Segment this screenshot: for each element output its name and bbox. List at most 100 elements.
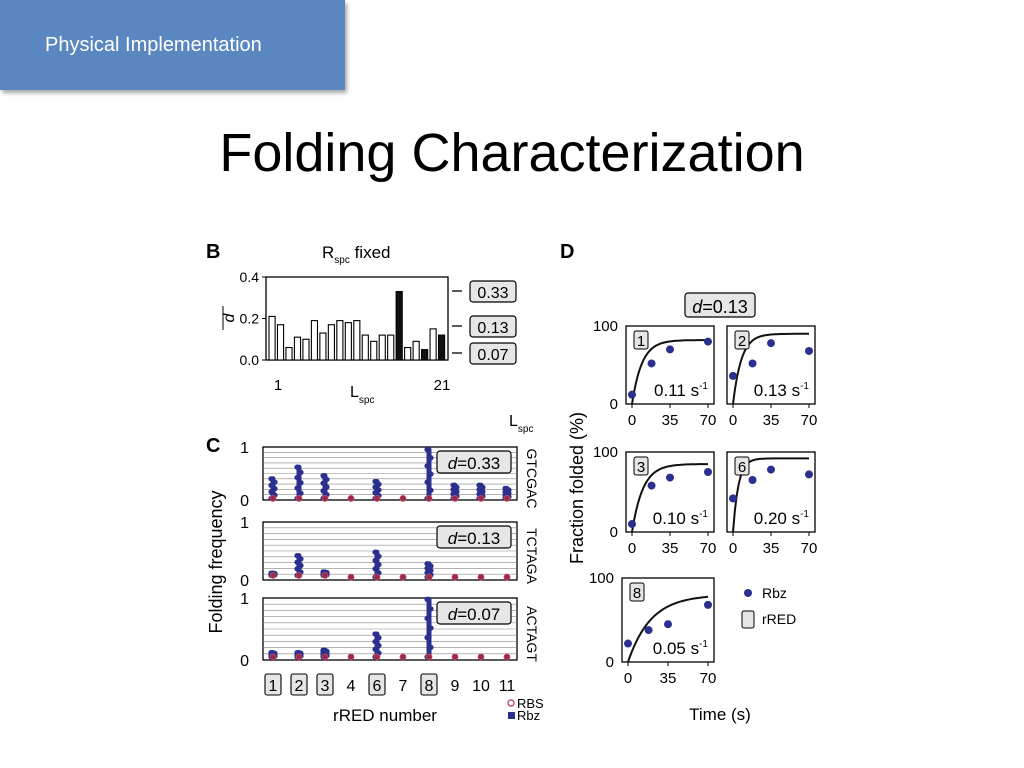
panel-c-rbz-point xyxy=(476,486,482,493)
panel-d-xtick-label: 35 xyxy=(763,540,780,557)
panel-c-rbz-point xyxy=(372,631,378,637)
panel-c-rbs-point xyxy=(425,653,433,661)
panel-c-rbz-point xyxy=(294,566,300,572)
panel-b-bar xyxy=(437,334,446,361)
panel-c-rbz-point xyxy=(272,486,278,492)
panel-c-rbz-point xyxy=(424,479,430,485)
panel-c-rbz-point xyxy=(372,549,378,555)
section-tab-label: Physical Implementation xyxy=(45,34,262,56)
panel-c-rbz-point xyxy=(320,488,326,494)
panel-c-category-label: 4 xyxy=(347,678,356,695)
panel-c-rbs-point xyxy=(295,495,303,502)
panel-c-rbz-point xyxy=(372,490,378,496)
panel-b-ytick-label: 0.2 xyxy=(240,311,260,327)
panel-d-xtick-label: 0 xyxy=(624,670,632,687)
panel-b-ytick-label: 0.4 xyxy=(240,269,260,285)
panel-c-rbz-point xyxy=(298,469,304,475)
panel-c-rbs-point xyxy=(451,573,459,581)
panel-c-d-label-2: d=0.07 xyxy=(448,605,500,624)
panel-d-rate-label: 0.13 s-1 xyxy=(754,381,810,400)
panel-d-d-label-box xyxy=(684,292,756,318)
panel-b-bar xyxy=(353,320,361,361)
panel-c-rbs-point xyxy=(399,573,407,581)
panel-c-rbz-point xyxy=(324,648,330,654)
panel-b-bar xyxy=(429,328,437,361)
panel-c-rbs-point xyxy=(477,573,485,581)
panel-c-sequence-0: GTCGAC xyxy=(524,449,540,509)
panel-c-category-box xyxy=(420,673,438,696)
panel-c-rbz-point xyxy=(298,480,304,486)
panel-b-bar xyxy=(344,322,352,361)
panel-d-rbz-point xyxy=(805,470,813,479)
panel-d-subplot-id-box xyxy=(734,456,750,476)
panel-d-xtick-label: 70 xyxy=(700,412,717,429)
panel-c-rbs-point xyxy=(321,495,329,502)
panel-d-ytick-label: 100 xyxy=(589,570,614,587)
panel-c-rbz-point xyxy=(454,484,460,490)
panel-b-bar xyxy=(336,320,344,361)
panel-d-letter: D xyxy=(560,241,574,263)
panel-b-callout-0-box xyxy=(469,280,517,303)
panel-c-rbz-point xyxy=(502,485,508,491)
panel-c-rbz-point xyxy=(372,478,378,485)
panel-c-rbs-point xyxy=(425,573,433,581)
panel-b-title: Rspc fixed xyxy=(322,243,390,266)
panel-d-fit-curve xyxy=(631,463,708,533)
panel-b-bar xyxy=(310,320,319,361)
panel-c-rbs-point xyxy=(399,495,407,502)
panel-c-rbz-point xyxy=(424,463,430,469)
panel-c-rbs-point xyxy=(321,571,329,579)
panel-c-category-box xyxy=(316,673,334,696)
panel-c-rbz-point xyxy=(376,635,382,641)
panel-d-rate-label: 0.05 s-1 xyxy=(653,639,709,658)
panel-c-rbz-point xyxy=(424,615,430,622)
panel-c-legend-rbs-marker xyxy=(507,699,515,707)
panel-c-category-box xyxy=(368,673,386,696)
panel-d-xtick-label: 35 xyxy=(662,412,679,429)
panel-c-rbz-point xyxy=(298,556,304,562)
panel-c-rbz-point xyxy=(424,565,430,571)
panel-c-rbs-point xyxy=(373,495,381,502)
panel-d-rbz-point xyxy=(748,359,757,368)
panel-c-rbz-point xyxy=(372,639,378,645)
panel-d-xtick-label: 0 xyxy=(628,412,636,429)
panel-c-rbz-point xyxy=(372,484,378,490)
section-tab: Physical Implementation xyxy=(0,0,345,90)
panel-d-xtick-label: 70 xyxy=(700,670,717,687)
panel-c-rbz-point xyxy=(268,489,274,495)
panel-d-rbz-point xyxy=(647,359,656,368)
panel-c-rbz-point xyxy=(372,566,378,572)
panel-b-bar xyxy=(395,290,403,361)
panel-b-xtick-first: 1 xyxy=(274,377,282,394)
panel-b-bar xyxy=(302,338,310,361)
panel-d-rbz-point xyxy=(704,600,712,609)
panel-b-xtick-last: 21 xyxy=(434,377,451,394)
panel-c-category-label: 10 xyxy=(472,678,490,695)
panel-d-xtick-label: 0 xyxy=(628,540,636,557)
panel-d-subplot-id-box xyxy=(633,330,649,350)
panel-c-rbz-point xyxy=(324,476,330,483)
panel-b-ytick-label: 0.0 xyxy=(240,352,260,368)
panel-d-rbz-point xyxy=(628,520,636,528)
panel-c-rbz-point xyxy=(320,480,326,486)
panel-c-rbz-point xyxy=(476,482,482,488)
panel-d-ytick-label: 0 xyxy=(610,396,618,413)
panel-d-xtick-label: 35 xyxy=(662,540,679,557)
panel-d-legend-rred-marker xyxy=(741,610,755,629)
panel-c-d-label-0: d=0.33 xyxy=(448,454,500,473)
panel-c-legend-rbz: Rbz xyxy=(517,708,540,723)
panel-d-rbz-point xyxy=(704,337,712,346)
panel-c-rbz-point xyxy=(428,567,434,574)
panel-c-rbz-point xyxy=(376,487,382,493)
panel-c-category-label: 2 xyxy=(295,678,304,695)
panel-d-subplot-id: 3 xyxy=(637,459,645,476)
panel-c-ytick-label: 1 xyxy=(240,515,249,532)
panel-d-xtick-label: 70 xyxy=(700,540,717,557)
panel-c-rbz-point xyxy=(376,481,382,487)
panel-d-xtick-label: 0 xyxy=(729,540,737,557)
panel-c-rbz-point xyxy=(272,479,278,485)
panel-c-rbs-point xyxy=(425,495,433,502)
panel-d-ytick-label: 0 xyxy=(610,524,618,541)
panel-b-bar xyxy=(378,334,386,361)
